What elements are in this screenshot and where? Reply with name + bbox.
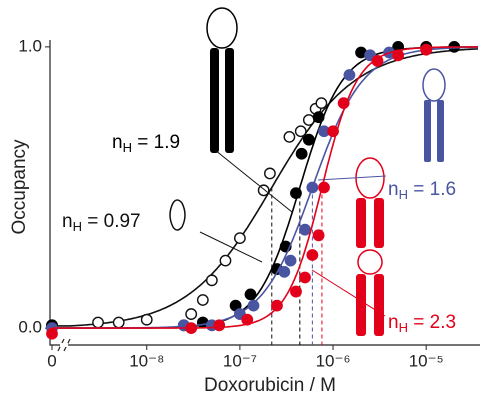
data-point xyxy=(271,299,283,312)
data-point xyxy=(213,319,226,332)
data-point xyxy=(343,69,356,81)
annotation-sub: H xyxy=(73,219,82,234)
annotation-rest: = 0.97 xyxy=(82,211,141,232)
data-point xyxy=(46,327,58,340)
data-point xyxy=(371,55,384,67)
annotation-leader xyxy=(214,149,293,213)
annotation-leader xyxy=(199,231,263,263)
data-point xyxy=(337,97,350,110)
data-point xyxy=(295,147,308,160)
data-point xyxy=(306,249,319,261)
annotation-rest: = 2.3 xyxy=(408,312,456,333)
data-point xyxy=(290,285,302,298)
data-point xyxy=(233,232,246,245)
data-point xyxy=(302,114,315,126)
data-point xyxy=(294,125,307,138)
axis-break-gap xyxy=(60,343,68,347)
annotation-main: n xyxy=(388,312,399,333)
annotation-main: n xyxy=(112,132,123,153)
annotation-rest: = 1.6 xyxy=(408,179,456,200)
annotation-rest: = 1.9 xyxy=(132,132,180,153)
x-tick-label: 10⁻⁸ xyxy=(129,351,164,370)
y-tick-label: 1.0 xyxy=(18,36,42,55)
x-axis-label: Doxorubicin / M xyxy=(204,375,336,396)
data-point xyxy=(283,130,296,143)
data-point xyxy=(312,111,325,124)
data-point xyxy=(299,271,311,284)
y-tick-label: 0.0 xyxy=(18,318,42,337)
annotation-main: n xyxy=(62,211,73,232)
x-tick-label: 10⁻⁶ xyxy=(316,351,351,370)
annotation-main: n xyxy=(388,179,399,200)
data-point xyxy=(205,274,218,287)
fit-curve xyxy=(52,48,479,327)
axes xyxy=(49,40,480,346)
data-point xyxy=(196,294,209,306)
data-point xyxy=(315,97,328,110)
data-point xyxy=(244,288,257,301)
data-point xyxy=(306,181,319,194)
annotation: nH = 0.97 xyxy=(62,211,141,234)
data-point xyxy=(247,299,260,312)
data-point xyxy=(185,322,198,335)
data-point xyxy=(302,133,315,146)
annotation-leader xyxy=(317,175,387,181)
data-point xyxy=(290,187,302,200)
data-point xyxy=(278,265,291,278)
data-point xyxy=(327,125,339,138)
data-point xyxy=(420,43,433,56)
annotation-sub: H xyxy=(399,187,408,202)
data-point xyxy=(92,316,104,329)
data-point xyxy=(219,254,232,267)
data-point xyxy=(392,49,405,62)
x-tick-label: 0 xyxy=(47,351,56,370)
fit-curve xyxy=(52,46,478,329)
x-tick-label: 10⁻⁷ xyxy=(223,351,257,370)
annotation: nH = 1.9 xyxy=(112,132,180,155)
hairpin-glyphs xyxy=(169,7,446,336)
data-point xyxy=(241,313,254,326)
annotation: nH = 1.6 xyxy=(388,179,456,202)
data-point xyxy=(264,167,276,180)
data-point xyxy=(299,223,311,236)
annotation-sub: H xyxy=(399,320,408,335)
data-point xyxy=(284,254,297,267)
annotation-sub: H xyxy=(123,140,132,155)
y-axis-label: Occupancy xyxy=(9,139,30,235)
data-point xyxy=(185,308,198,320)
x-tick-label: 10⁻⁵ xyxy=(409,351,444,370)
data-point xyxy=(140,313,153,326)
annotation: nH = 2.3 xyxy=(388,312,456,335)
annotation-leader xyxy=(311,269,386,317)
data-point xyxy=(318,181,330,194)
data-point xyxy=(312,229,325,242)
data-point xyxy=(112,316,125,329)
